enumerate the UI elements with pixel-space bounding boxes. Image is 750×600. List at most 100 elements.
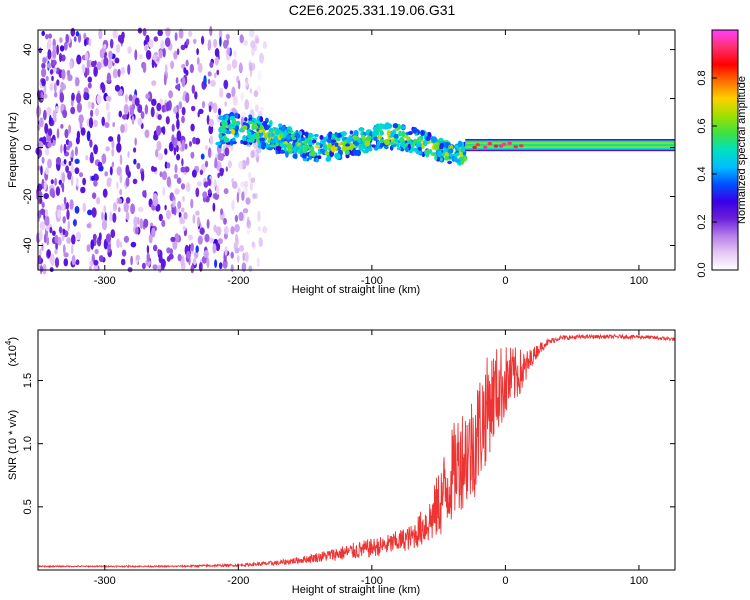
trace-cell [349,130,354,135]
noise-cell [218,262,223,270]
noise-cell [131,115,135,125]
noise-cell [201,100,206,109]
noise-cell [230,251,234,259]
trace-cell [295,130,299,133]
noise-cell [123,235,130,243]
noise-cell [208,105,212,113]
noise-cell [146,245,150,254]
noise-cell [171,134,175,145]
noise-cell [43,109,47,121]
noise-cell [45,34,49,40]
noise-cell [145,34,150,43]
noise-cell [195,187,200,198]
noise-cell [63,159,67,165]
trace-cell [267,147,273,151]
noise-cell [60,81,65,91]
noise-cell [150,106,155,118]
noise-cell [192,136,197,145]
noise-cell [157,153,163,161]
noise-cell [250,150,255,159]
noise-cell [63,41,68,51]
noise-cell [49,226,53,234]
noise-cell [137,117,143,126]
noise-cell [224,147,230,157]
noise-cell [66,209,70,220]
noise-cell [209,237,215,243]
noise-cell [225,33,230,40]
noise-cell [39,221,45,231]
trace-cell [395,127,400,131]
noise-cell [165,27,171,37]
noise-cell [104,171,109,177]
trace-cell [225,130,232,135]
noise-cell [91,192,97,199]
noise-cell [114,84,121,92]
noise-cell [97,161,103,168]
noise-cell [146,252,150,262]
noise-cell [90,109,94,118]
noise-cell [129,106,134,117]
noise-cell [46,236,50,246]
noise-cell [88,38,92,47]
trace-cell [331,133,336,139]
noise-cell [181,139,186,151]
noise-cell [62,244,66,255]
noise-cell [125,197,131,204]
noise-cell [111,148,115,157]
trace-cell [460,159,464,165]
noise-cell [54,91,58,98]
noise-cell [55,186,61,197]
trace-cell [455,152,460,157]
noise-cell [104,212,107,223]
noise-cell [200,153,205,160]
trace-cell [348,145,354,151]
noise-cell [176,153,181,161]
trace-cell [303,144,309,151]
trace-cell [218,115,224,121]
noise-cell [119,189,123,196]
spectrogram-xtick-label: -200 [227,275,249,287]
noise-cell [226,92,232,99]
trace-cell [379,130,384,136]
noise-cell [104,122,110,128]
noise-cell [112,122,115,128]
noise-cell [55,156,62,165]
trace-cell [279,132,284,139]
noise-cell [89,139,93,148]
trace-cell [220,125,226,132]
noise-cell [243,180,249,188]
noise-cell [188,141,193,147]
trace-cell [240,139,244,145]
noise-cell [193,38,197,44]
trace-cell [439,142,444,148]
noise-cell [71,149,74,158]
trace-cell [278,139,282,145]
noise-cell [141,262,146,270]
noise-cell [236,192,240,203]
trace-cell [346,136,352,143]
trace-cell [353,149,359,156]
noise-cell [127,46,132,54]
trace-cell [349,138,356,142]
noise-cell [197,216,200,227]
snr-ytick-label: 1.0 [22,436,34,451]
noise-cell [76,102,82,113]
noise-cell [142,27,147,37]
noise-cell [49,82,54,92]
noise-cell [166,162,171,169]
spectrogram-ylabel: Frequency (Hz) [7,112,19,188]
noise-cell [262,41,267,49]
noise-cell [68,140,73,148]
noise-cell [204,160,209,168]
trace-cell [417,146,422,151]
noise-cell [66,69,71,77]
noise-cell [116,238,120,249]
noise-cell [233,50,237,58]
noise-cell [185,38,190,46]
noise-cell [190,151,195,159]
snr-xtick-label: 0 [502,575,508,587]
noise-cell [257,210,261,222]
noise-cell [105,233,112,243]
trace-cell [408,131,413,135]
trace-cell [242,125,248,130]
